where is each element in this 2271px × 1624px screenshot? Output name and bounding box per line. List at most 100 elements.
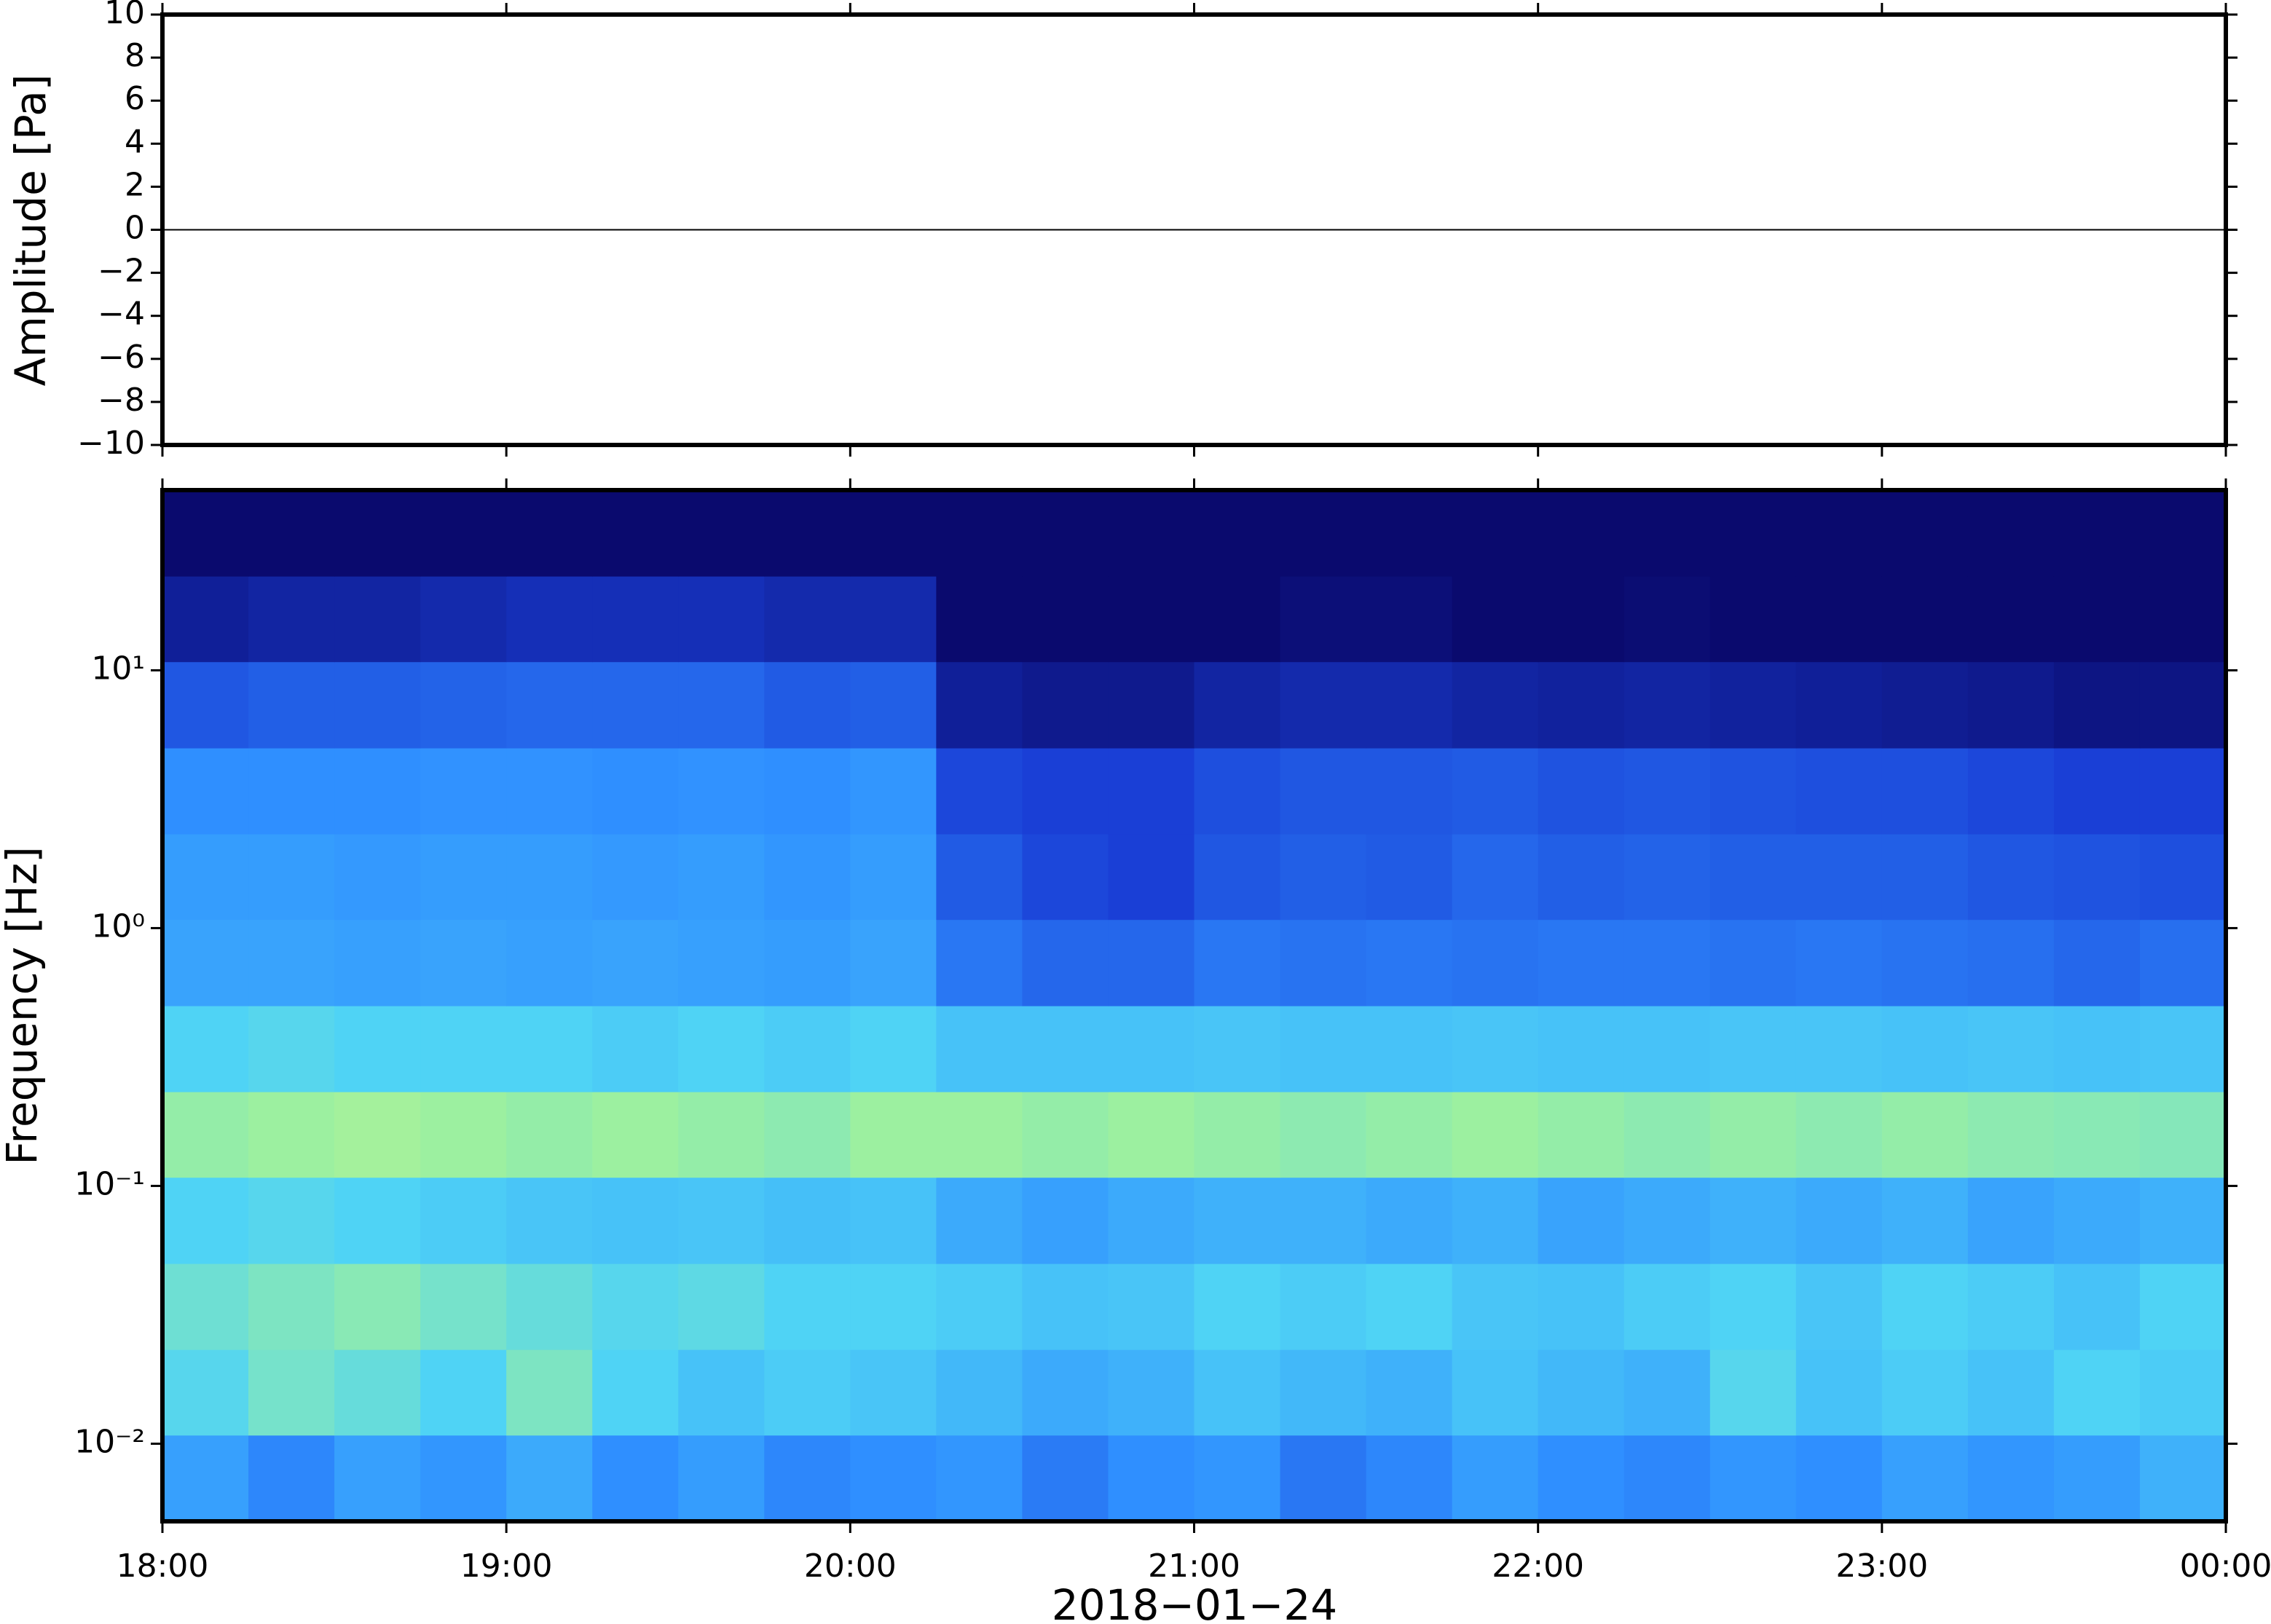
spectrogram-cell [420, 1435, 507, 1522]
spectrogram-cell [1881, 576, 1969, 663]
spectrogram-cell [420, 661, 507, 749]
spectrogram-cell [1366, 661, 1453, 749]
spectrogram-cell [420, 1264, 507, 1350]
y-axis-label: Frequency [Hz] [0, 846, 47, 1164]
spectrogram-cell [592, 490, 679, 577]
spectrogram-cell [506, 1177, 593, 1264]
spectrogram-cell [248, 834, 335, 921]
spectrogram-cell [2139, 834, 2227, 921]
spectrogram-cell [2053, 834, 2141, 921]
spectrogram-cell [1623, 834, 1711, 921]
spectrogram-cell [764, 1092, 851, 1178]
spectrogram-cell [248, 576, 335, 663]
spectrogram-cell [764, 1435, 851, 1522]
spectrogram-cell [2139, 661, 2227, 749]
spectrogram-cell [1022, 490, 1109, 577]
spectrogram-cell [162, 1264, 249, 1350]
spectrogram-cell [1795, 1435, 1883, 1522]
spectrogram-cell [1967, 748, 2055, 835]
spectrogram-cell [1194, 834, 1281, 921]
spectrogram-cell [1538, 1092, 1625, 1178]
spectrogram-cell [764, 1349, 851, 1436]
spectrogram-cell [1452, 748, 1539, 835]
spectrogram-cell [334, 748, 421, 835]
spectrogram-cell [420, 834, 507, 921]
spectrogram-cell [1709, 1006, 1797, 1092]
spectrogram-cell [1366, 576, 1453, 663]
spectrogram-cell [1022, 1006, 1109, 1092]
spectrogram-cell [764, 1264, 851, 1350]
spectrogram-cell [1623, 919, 1711, 1006]
spectrogram-cell [1623, 576, 1711, 663]
spectrogram-cell [1709, 919, 1797, 1006]
spectrogram-cell [1280, 919, 1367, 1006]
x-tick-label: 19:00 [460, 1548, 553, 1585]
y-tick-label: 4 [125, 123, 145, 160]
spectrogram-cell [1967, 490, 2055, 577]
spectrogram-cell [248, 1177, 335, 1264]
spectrogram-cell [506, 490, 593, 577]
spectrogram-cell [764, 576, 851, 663]
spectrogram-cell [2139, 919, 2227, 1006]
spectrogram-cell [2139, 576, 2227, 663]
spectrogram-cell [1022, 748, 1109, 835]
y-tick-label: −6 [98, 339, 145, 376]
spectrogram-cell [1194, 1264, 1281, 1350]
spectrogram-cell [1280, 661, 1367, 749]
spectrogram-cell [764, 1177, 851, 1264]
y-tick-label: 10¹ [91, 650, 145, 687]
spectrogram-cell [1967, 1177, 2055, 1264]
spectrogram-cell [162, 1177, 249, 1264]
spectrogram-cell [2053, 1006, 2141, 1092]
spectrogram-cell [1280, 1264, 1367, 1350]
spectrogram-cell [1194, 919, 1281, 1006]
spectrogram-cell [1881, 1435, 1969, 1522]
y-tick-label: −2 [98, 253, 145, 290]
spectrogram-cell [1538, 1006, 1625, 1092]
spectrogram-cell [1280, 490, 1367, 577]
spectrogram-cell [506, 1006, 593, 1092]
spectrogram-cell [1967, 1092, 2055, 1178]
spectrogram-cell [1108, 1264, 1195, 1350]
spectrogram-cell [936, 1177, 1023, 1264]
spectrogram-cell [1967, 1006, 2055, 1092]
spectrogram-cell [2053, 576, 2141, 663]
spectrogram-cell [1108, 661, 1195, 749]
x-tick-label: 00:00 [2180, 1548, 2271, 1585]
spectrogram-cell [1108, 919, 1195, 1006]
spectrogram-cell [1280, 1435, 1367, 1522]
spectrogram-cell [1452, 1349, 1539, 1436]
spectrogram-cell [592, 1349, 679, 1436]
spectrogram-cell [334, 1349, 421, 1436]
spectrogram-cell [506, 1092, 593, 1178]
spectrogram-cell [1881, 1006, 1969, 1092]
spectrogram-cell [1280, 1349, 1367, 1436]
spectrogram-cell [1108, 1092, 1195, 1178]
spectrogram-cell [1022, 1264, 1109, 1350]
spectrogram-cell [248, 661, 335, 749]
spectrogram-cell [850, 576, 937, 663]
spectrogram-cell [764, 748, 851, 835]
spectrogram-cell [1538, 661, 1625, 749]
spectrogram-cell [592, 748, 679, 835]
y-tick-label: 2 [125, 166, 145, 203]
spectrogram-cell [592, 834, 679, 921]
spectrogram-cell [1194, 576, 1281, 663]
spectrogram-cell [1194, 1435, 1281, 1522]
spectrogram-cell [420, 748, 507, 835]
spectrogram-cell [936, 919, 1023, 1006]
spectrogram-cell [162, 834, 249, 921]
spectrogram-cell [1709, 576, 1797, 663]
spectrogram-cell [850, 661, 937, 749]
spectrogram-cell [1623, 748, 1711, 835]
spectrogram-cell [936, 490, 1023, 577]
spectrogram-cell [1366, 1092, 1453, 1178]
spectrogram-cell [1795, 576, 1883, 663]
spectrogram-cell [1795, 1177, 1883, 1264]
spectrogram-cell [850, 748, 937, 835]
spectrogram-cell [1881, 834, 1969, 921]
spectrogram-cell [162, 1006, 249, 1092]
spectrogram-cell [1709, 661, 1797, 749]
spectrogram-cell [1881, 1177, 1969, 1264]
spectrogram-cell [1022, 1349, 1109, 1436]
